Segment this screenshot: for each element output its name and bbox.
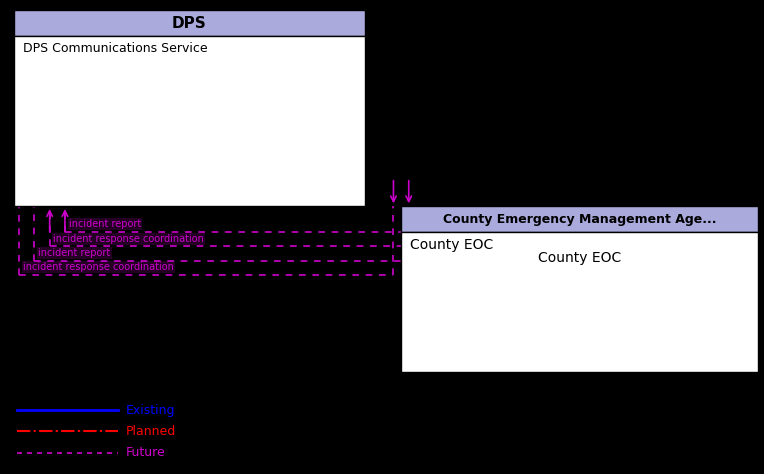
Bar [401,206,758,232]
Bar [14,10,365,36]
Bar [14,36,365,206]
Text: Existing: Existing [126,403,176,417]
Text: incident report: incident report [38,248,111,258]
Text: Planned: Planned [126,425,176,438]
Text: County EOC: County EOC [410,238,494,252]
Text: incident response coordination: incident response coordination [53,234,204,244]
Text: County EOC: County EOC [538,251,621,265]
Text: DPS: DPS [172,16,207,31]
Bar [401,232,758,372]
Text: incident report: incident report [69,219,141,229]
Text: DPS Communications Service: DPS Communications Service [23,42,208,55]
Text: County Emergency Management Age...: County Emergency Management Age... [443,213,716,226]
Text: incident response coordination: incident response coordination [23,262,173,272]
Text: Future: Future [126,446,166,459]
